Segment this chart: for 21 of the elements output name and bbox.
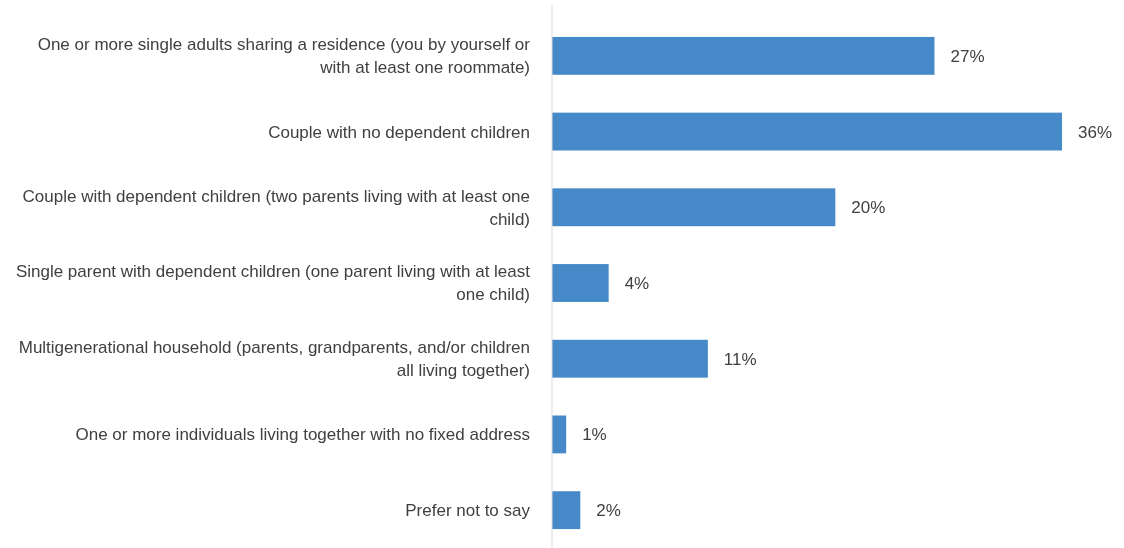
bar xyxy=(552,188,836,227)
bar xyxy=(552,491,581,530)
data-label: 36% xyxy=(1078,122,1113,142)
y-tick-label: Multigenerational household (parents, grandparents, and/or children all living together) xyxy=(18,338,530,381)
data-label: 2% xyxy=(596,501,621,521)
data-label: 20% xyxy=(851,198,886,218)
data-label: 27% xyxy=(950,46,985,66)
bar xyxy=(552,415,567,454)
y-tick-label: One or more individuals living together with no fixed address xyxy=(75,425,530,445)
bar xyxy=(552,112,1062,151)
data-label: 4% xyxy=(624,273,650,293)
bar xyxy=(552,339,708,378)
data-label: 1% xyxy=(582,425,607,445)
y-tick-label: Prefer not to say xyxy=(405,501,531,521)
y-tick-label: Single parent with dependent children (one parent living with at least one child) xyxy=(15,262,531,305)
y-tick-label: Couple with no dependent children xyxy=(268,122,530,142)
y-tick-label: One or more single adults sharing a residence (you by yourself or with at least one roommate) xyxy=(37,35,531,78)
bar xyxy=(552,264,609,302)
bar xyxy=(552,36,935,75)
data-label: 11% xyxy=(723,349,757,369)
y-tick-label: Couple with dependent children (two parents living with at least one child) xyxy=(22,186,530,229)
